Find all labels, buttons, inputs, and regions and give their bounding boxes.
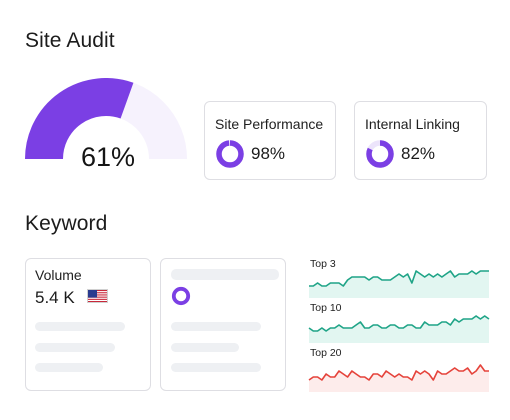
internal-linking-card[interactable]: Internal Linking 82% xyxy=(354,101,487,180)
internal-linking-ring xyxy=(366,140,394,168)
internal-linking-value: 82% xyxy=(401,144,436,163)
top10-trend-chart xyxy=(308,315,490,343)
placeholder-line xyxy=(35,343,115,352)
top20-label: Top 20 xyxy=(310,347,342,359)
placeholder-line xyxy=(35,363,103,372)
keyword-difficulty-card[interactable] xyxy=(160,258,286,391)
placeholder-line xyxy=(171,269,279,280)
volume-label: Volume xyxy=(35,267,82,283)
placeholder-line xyxy=(35,322,125,331)
site-audit-score: 61% xyxy=(81,142,136,172)
gauge-fill xyxy=(25,78,134,160)
us-flag-icon xyxy=(87,289,108,303)
site-audit-title: Site Audit xyxy=(25,29,115,52)
site-performance-value: 98% xyxy=(251,144,286,163)
top20-trend-chart xyxy=(308,364,489,392)
site-audit-gauge: 61% xyxy=(25,78,187,182)
placeholder-line xyxy=(171,363,261,372)
top10-label: Top 10 xyxy=(310,302,342,314)
keyword-title: Keyword xyxy=(25,212,108,235)
difficulty-ring xyxy=(171,286,191,306)
placeholder-line xyxy=(171,322,261,331)
top3-label: Top 3 xyxy=(310,258,336,270)
site-performance-card[interactable]: Site Performance 98% xyxy=(204,101,336,180)
top3-trend-chart xyxy=(309,270,489,298)
internal-linking-label: Internal Linking xyxy=(365,116,460,132)
site-performance-ring xyxy=(216,140,244,168)
volume-value: 5.4 K xyxy=(35,288,75,307)
site-performance-label: Site Performance xyxy=(215,116,324,132)
volume-card[interactable]: Volume 5.4 K xyxy=(25,258,151,391)
placeholder-line xyxy=(171,343,239,352)
